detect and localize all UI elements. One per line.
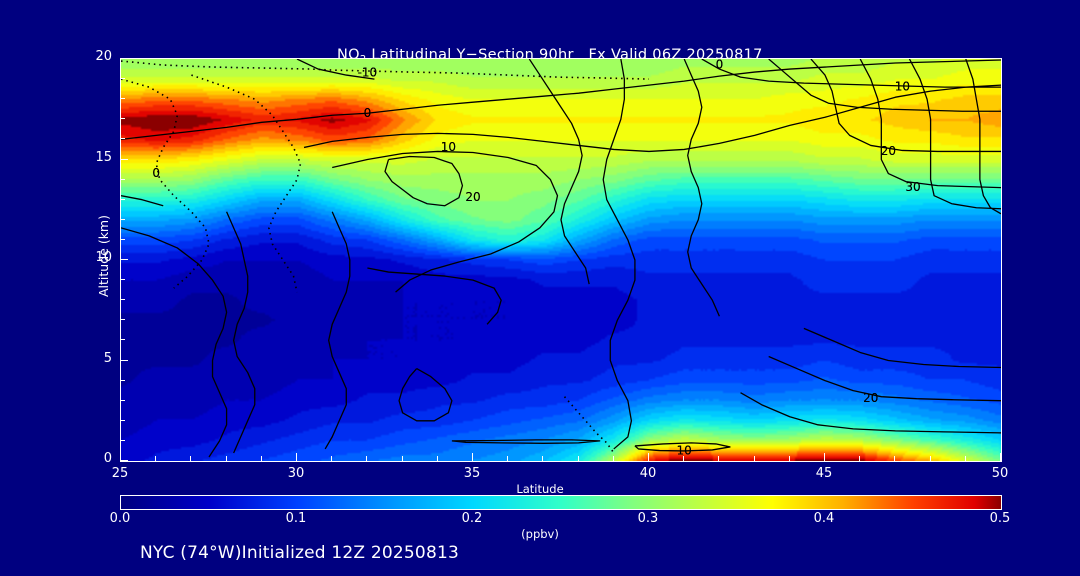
svg-text:10: 10 — [895, 80, 910, 94]
x-axis-minor-tick — [718, 456, 720, 461]
heatmap-layer: -10 -10 0 0 0 0 0 0 10 10 10 10 10 10 20 20 20 20 20 20 30 30 — [121, 59, 1001, 461]
y-axis-minor-tick — [121, 439, 125, 441]
svg-text:20: 20 — [465, 190, 480, 204]
svg-text:20: 20 — [465, 190, 480, 204]
x-axis-major-tick — [648, 453, 649, 461]
x-axis-minor-tick — [260, 456, 262, 461]
svg-text:0: 0 — [364, 106, 372, 120]
x-axis-minor-tick — [366, 456, 368, 461]
y-axis-minor-tick — [121, 178, 125, 180]
y-axis-tick-label: 0 — [103, 451, 112, 466]
x-axis-minor-tick — [542, 456, 544, 461]
y-axis-minor-tick — [121, 218, 125, 220]
svg-text:10: 10 — [677, 443, 692, 457]
plot-area: -10 -10 0 0 0 0 0 0 10 10 10 10 10 10 20 20 20 20 20 20 30 30 — [120, 58, 1002, 462]
y-axis-minor-tick — [121, 339, 125, 341]
x-axis-minor-tick — [929, 456, 931, 461]
colorbar-gradient — [121, 496, 1001, 509]
x-axis-tick-label: 50 — [991, 466, 1009, 481]
x-axis-minor-tick — [964, 456, 966, 461]
y-axis-tick-label: 5 — [103, 350, 112, 366]
colorbar — [120, 495, 1002, 510]
svg-text:20: 20 — [863, 391, 878, 405]
x-axis-label: Latitude — [516, 482, 564, 496]
svg-text:0: 0 — [152, 166, 160, 180]
y-axis-minor-tick — [121, 319, 125, 321]
svg-text:10: 10 — [441, 140, 456, 154]
x-axis-minor-tick — [507, 456, 509, 461]
y-axis-minor-tick — [121, 279, 125, 281]
y-axis-minor-tick — [121, 299, 125, 301]
svg-text:30: 30 — [905, 180, 920, 194]
svg-text:0: 0 — [152, 166, 160, 180]
colorbar-tick-label: 0.2 — [461, 511, 483, 526]
x-axis-minor-tick — [753, 456, 755, 461]
y-axis-minor-tick — [121, 419, 125, 421]
svg-text:20: 20 — [863, 391, 878, 405]
svg-text:0: 0 — [716, 59, 724, 72]
x-axis-minor-tick — [436, 456, 438, 461]
y-axis-minor-tick — [121, 238, 125, 240]
x-axis-minor-tick — [788, 456, 790, 461]
y-axis-tick-label: 15 — [95, 149, 112, 165]
x-axis-major-tick — [296, 453, 297, 461]
no2-heatmap — [121, 59, 1001, 461]
y-axis-minor-tick — [121, 379, 125, 381]
x-axis-minor-tick — [190, 456, 192, 461]
svg-text:30: 30 — [905, 180, 920, 194]
x-axis-tick-label: 45 — [815, 466, 833, 481]
y-axis-minor-tick — [121, 198, 125, 200]
y-axis-major-tick — [121, 259, 128, 260]
x-axis-major-tick — [1000, 453, 1001, 461]
y-axis-tick-label: 10 — [95, 250, 112, 265]
x-axis-minor-tick — [894, 456, 896, 461]
x-axis-minor-tick — [577, 456, 579, 461]
y-axis-tick-label: 20 — [95, 49, 112, 64]
x-axis-minor-tick — [859, 456, 861, 461]
y-axis-major-tick — [121, 158, 128, 160]
x-axis-tick-label: 25 — [111, 466, 129, 481]
x-axis-major-tick — [120, 453, 121, 461]
svg-text:20: 20 — [881, 144, 896, 158]
y-axis-major-tick — [121, 460, 128, 461]
x-axis-major-tick — [824, 453, 825, 461]
x-axis-minor-tick — [331, 456, 333, 461]
colorbar-tick-label: 0.3 — [637, 511, 659, 526]
svg-text:0: 0 — [364, 106, 372, 120]
y-axis-major-tick — [121, 58, 128, 59]
x-axis-minor-tick — [612, 456, 614, 461]
colorbar-tick-label: 0.1 — [285, 511, 307, 526]
colorbar-tick-label: 0.0 — [109, 511, 131, 526]
x-axis-tick-label: 40 — [639, 466, 657, 481]
x-axis-tick-label: 35 — [463, 466, 481, 481]
y-axis-minor-tick — [121, 98, 125, 100]
x-axis-minor-tick — [225, 456, 227, 461]
y-axis-minor-tick — [121, 399, 125, 401]
svg-text:0: 0 — [716, 59, 724, 72]
svg-text:20: 20 — [881, 144, 896, 158]
colorbar-tick-label: 0.5 — [989, 511, 1011, 526]
svg-text:10: 10 — [441, 140, 456, 154]
footer-caption: NYC (74°W)Initialized 12Z 20250813 — [140, 543, 460, 563]
y-axis-minor-tick — [121, 78, 125, 80]
colorbar-tick-label: 0.4 — [813, 511, 835, 526]
svg-text:-10: -10 — [358, 66, 378, 80]
y-axis-minor-tick — [121, 118, 125, 120]
svg-text:10: 10 — [677, 443, 692, 457]
x-axis-minor-tick — [683, 456, 685, 461]
x-axis-minor-tick — [155, 456, 157, 461]
y-axis-major-tick — [121, 359, 128, 361]
colorbar-unit-label: (ppbv) — [521, 527, 559, 541]
x-axis-tick-label: 30 — [287, 466, 305, 481]
y-axis-minor-tick — [121, 138, 125, 140]
x-axis-major-tick — [472, 453, 473, 461]
svg-text:10: 10 — [895, 80, 910, 94]
x-axis-minor-tick — [401, 456, 403, 461]
svg-text:-10: -10 — [358, 66, 378, 80]
